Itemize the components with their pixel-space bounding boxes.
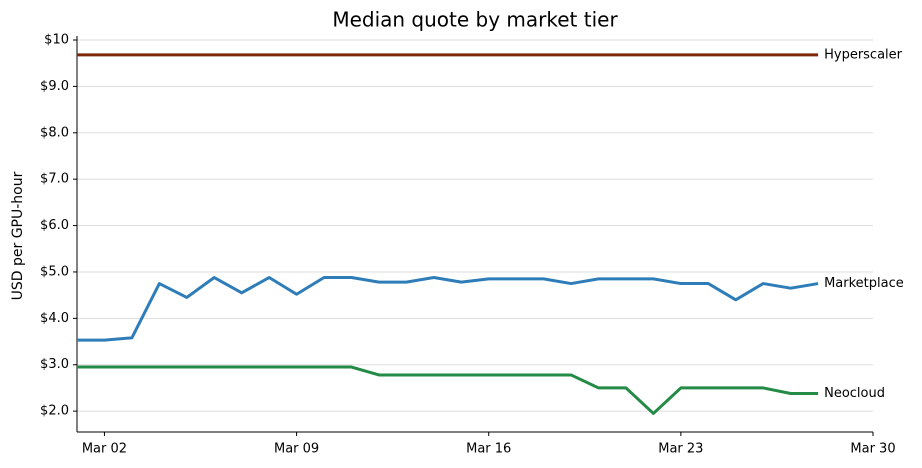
x-tick-label: Mar 30	[850, 442, 895, 457]
y-tick-label: $3.0	[40, 357, 69, 372]
series-label: Hyperscaler	[824, 47, 903, 62]
y-tick-label: $7.0	[40, 172, 69, 187]
y-axis-label: USD per GPU-hour	[10, 171, 26, 300]
y-tick-label: $8.0	[40, 125, 69, 140]
y-tick-label: $10	[44, 33, 69, 48]
series-line	[77, 276, 819, 342]
series-line	[77, 365, 819, 415]
y-tick-label: $6.0	[40, 218, 69, 233]
y-tick-label: $2.0	[40, 404, 69, 419]
x-tick-label: Mar 23	[658, 442, 703, 457]
y-tick-label: $5.0	[40, 264, 69, 279]
chart-title: Median quote by market tier	[332, 8, 618, 32]
series-label: Neocloud	[824, 386, 885, 401]
x-tick-label: Mar 02	[82, 442, 127, 457]
series-label: Marketplace	[824, 276, 904, 291]
y-tick-label: $9.0	[40, 79, 69, 94]
x-tick-label: Mar 09	[274, 442, 319, 457]
y-tick-label: $4.0	[40, 311, 69, 326]
x-tick-label: Mar 16	[466, 442, 511, 457]
